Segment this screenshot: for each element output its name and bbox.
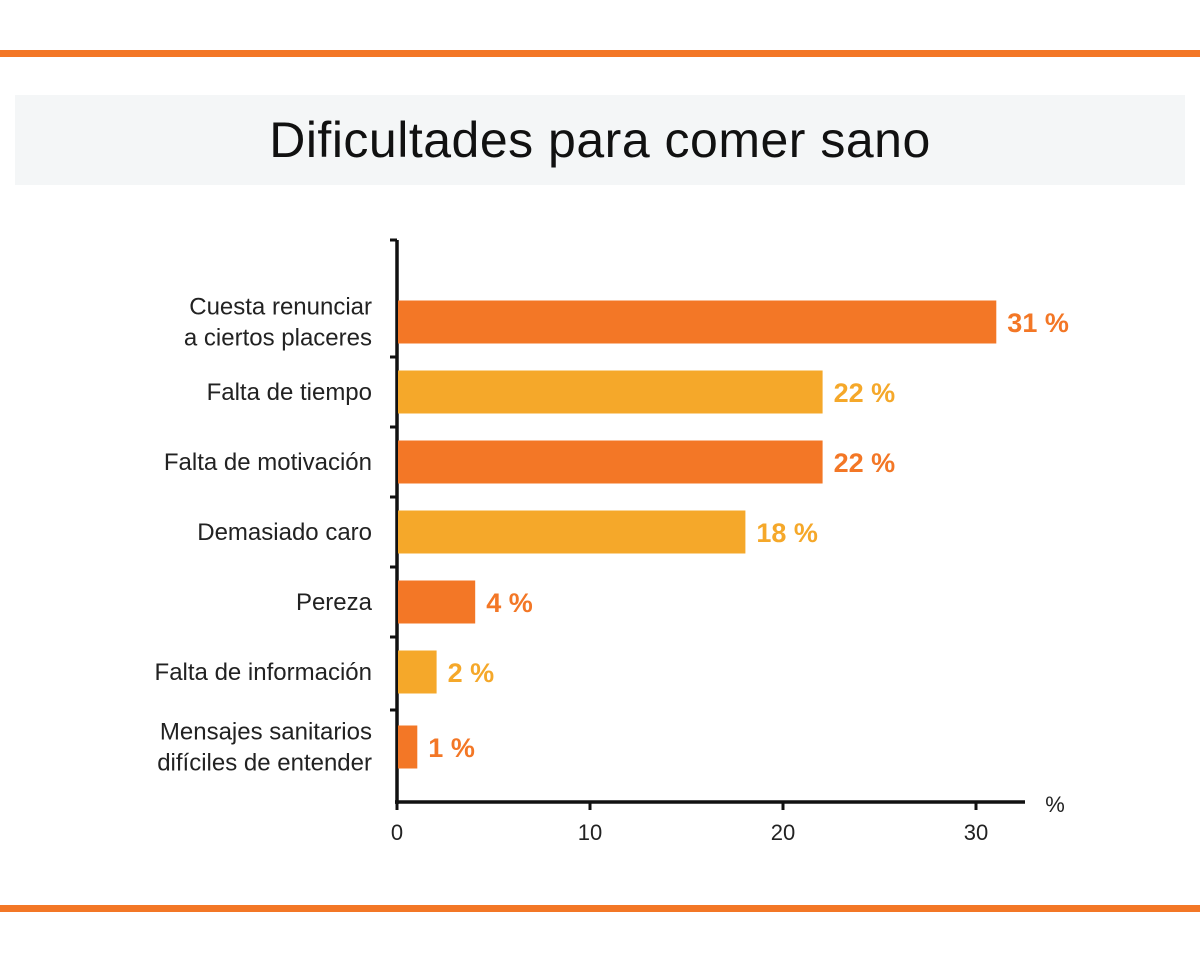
bar bbox=[398, 580, 476, 624]
x-tick-label: 30 bbox=[964, 820, 988, 845]
x-tick-label: 10 bbox=[578, 820, 602, 845]
value-label: 4 % bbox=[486, 588, 533, 618]
x-tick-label: 0 bbox=[391, 820, 403, 845]
value-label: 22 % bbox=[834, 448, 896, 478]
category-label: Mensajes sanitarios bbox=[160, 719, 372, 746]
category-label: Pereza bbox=[296, 589, 373, 616]
value-label: 1 % bbox=[428, 733, 475, 763]
bar bbox=[398, 300, 997, 344]
category-label: Falta de tiempo bbox=[207, 379, 372, 406]
bar bbox=[398, 725, 418, 769]
category-label: Demasiado caro bbox=[197, 519, 372, 546]
category-label: Cuesta renunciar bbox=[189, 294, 372, 321]
value-label: 22 % bbox=[834, 378, 896, 408]
x-axis-unit-label: % bbox=[1045, 792, 1065, 817]
bottom-accent-rule bbox=[0, 905, 1200, 912]
category-label: difíciles de entender bbox=[157, 750, 372, 777]
bar bbox=[398, 370, 823, 414]
x-tick-label: 20 bbox=[771, 820, 795, 845]
chart-title: Dificultades para comer sano bbox=[269, 112, 931, 168]
category-label: a ciertos placeres bbox=[184, 325, 372, 352]
bar bbox=[398, 650, 437, 694]
value-label: 31 % bbox=[1007, 308, 1069, 338]
value-label: 2 % bbox=[448, 658, 495, 688]
bar bbox=[398, 510, 746, 554]
top-accent-rule bbox=[0, 50, 1200, 57]
title-band: Dificultades para comer sano bbox=[15, 95, 1185, 185]
category-label: Falta de información bbox=[155, 659, 372, 686]
bar bbox=[398, 440, 823, 484]
category-label: Falta de motivación bbox=[164, 449, 372, 476]
value-label: 18 % bbox=[756, 518, 818, 548]
